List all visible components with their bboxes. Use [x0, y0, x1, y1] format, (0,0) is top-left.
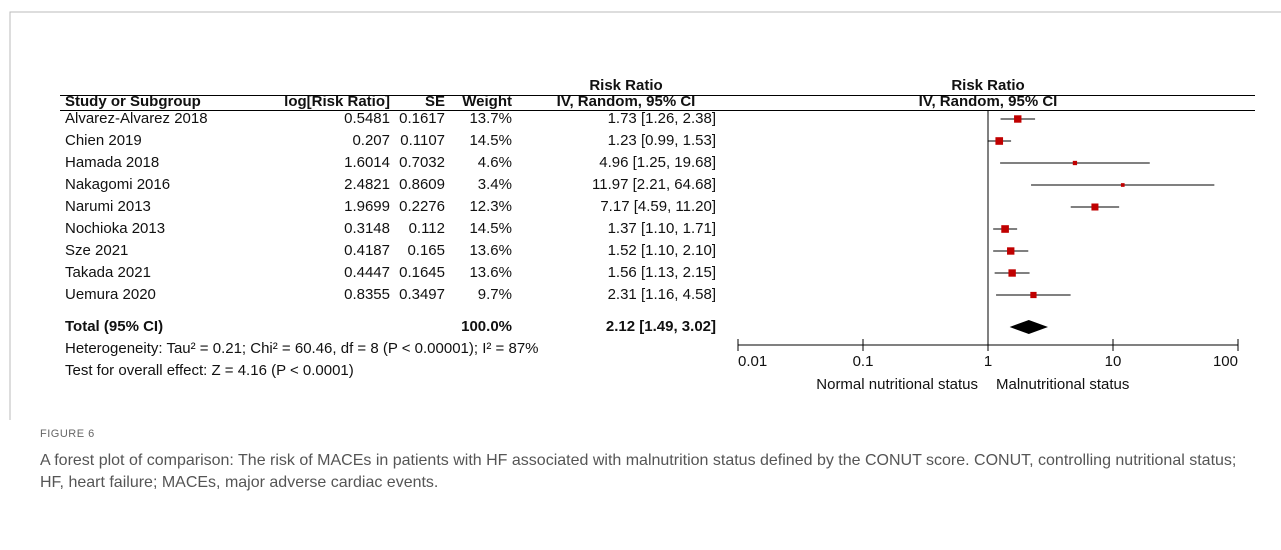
overall-effect: Test for overall effect: Z = 4.16 (P < 0…	[65, 362, 354, 379]
x-tick-label: 10	[1105, 353, 1122, 370]
column-header: IV, Random, 95% CI	[557, 93, 696, 110]
log-rr: 0.3148	[344, 220, 390, 237]
effect-marker	[1001, 225, 1009, 233]
study-name: Nochioka 2013	[65, 220, 165, 237]
x-tick-label: 100	[1213, 353, 1238, 370]
ci-label: 2.31 [1.16, 4.58]	[608, 286, 716, 303]
study-name: Chien 2019	[65, 132, 142, 149]
effect-marker	[1030, 291, 1037, 299]
column-header: Study or Subgroup	[65, 93, 201, 110]
figure-caption: A forest plot of comparison: The risk of…	[40, 452, 1237, 491]
log-rr: 0.5481	[344, 110, 390, 127]
se: 0.3497	[399, 286, 445, 303]
log-rr: 0.8355	[344, 286, 390, 303]
log-rr: 2.4821	[344, 176, 390, 193]
ci-label: 4.96 [1.25, 19.68]	[599, 154, 716, 171]
ci-label: 1.73 [1.26, 2.38]	[608, 110, 716, 127]
se: 0.112	[409, 220, 445, 237]
effect-marker	[995, 137, 1004, 145]
column-header: SE	[425, 93, 445, 110]
study-name: Narumi 2013	[65, 198, 151, 215]
log-rr: 0.4187	[344, 242, 390, 259]
plot-header: Risk Ratio	[951, 77, 1024, 94]
study-name: Sze 2021	[65, 242, 128, 259]
plot-subheader: IV, Random, 95% CI	[919, 93, 1058, 110]
study-name: Nakagomi 2016	[65, 176, 170, 193]
effect-marker	[1091, 203, 1099, 211]
log-rr: 1.9699	[344, 198, 390, 215]
effect-marker	[1007, 247, 1015, 255]
weight: 4.6%	[478, 154, 512, 171]
summary-diamond	[1009, 320, 1049, 334]
se: 0.2276	[399, 198, 445, 215]
log-rr: 0.4447	[344, 264, 390, 281]
ci-label: 11.97 [2.21, 64.68]	[592, 176, 716, 193]
column-header: Weight	[462, 93, 512, 110]
ci-label: 1.23 [0.99, 1.53]	[608, 132, 716, 149]
ci-label: 1.37 [1.10, 1.71]	[608, 220, 716, 237]
figure-label: FIGURE 6	[40, 428, 95, 440]
total-ci-label: 2.12 [1.49, 3.02]	[606, 318, 716, 335]
x-tick-label: 0.01	[738, 353, 767, 370]
effect-marker	[1008, 269, 1016, 277]
ci-label: 1.52 [1.10, 2.10]	[608, 242, 716, 259]
effect-marker	[1014, 115, 1022, 123]
x-tick-label: 0.1	[853, 353, 874, 370]
total-label: Total (95% CI)	[65, 318, 163, 335]
study-name: Alvarez-Alvarez 2018	[65, 110, 208, 127]
x-tick-label: 1	[984, 353, 992, 370]
figure-frame	[9, 11, 1281, 420]
study-name: Hamada 2018	[65, 154, 159, 171]
x-label-right: Malnutritional status	[996, 376, 1129, 393]
se: 0.1617	[399, 110, 445, 127]
se: 0.8609	[399, 176, 445, 193]
se: 0.1107	[400, 132, 445, 149]
log-rr: 0.207	[352, 132, 390, 149]
weight: 13.6%	[469, 264, 512, 281]
study-name: Uemura 2020	[65, 286, 156, 303]
se: 0.1645	[399, 264, 445, 281]
effect-marker	[1072, 160, 1078, 166]
se: 0.165	[407, 242, 445, 259]
weight: 13.6%	[469, 242, 512, 259]
weight: 14.5%	[469, 220, 512, 237]
weight: 12.3%	[469, 198, 512, 215]
study-name: Takada 2021	[65, 264, 151, 281]
weight: 9.7%	[478, 286, 512, 303]
effect-marker	[1120, 183, 1125, 187]
forest-plot: Risk Ratio Study or Subgroup log[Risk Rati…	[9, 11, 1281, 420]
x-label-left: Normal nutritional status	[816, 376, 978, 393]
ci-label: 7.17 [4.59, 11.20]	[600, 198, 716, 215]
heterogeneity: Heterogeneity: Tau² = 0.21; Chi² = 60.46…	[65, 340, 539, 357]
column-header: log[Risk Ratio]	[284, 93, 390, 110]
se: 0.7032	[399, 154, 445, 171]
ci-label: 1.56 [1.13, 2.15]	[608, 264, 716, 281]
log-rr: 1.6014	[344, 154, 390, 171]
group-header: Risk Ratio	[589, 77, 662, 94]
weight: 14.5%	[469, 132, 512, 149]
weight: 3.4%	[478, 176, 512, 193]
weight: 13.7%	[469, 110, 512, 127]
total-weight: 100.0%	[461, 318, 512, 335]
